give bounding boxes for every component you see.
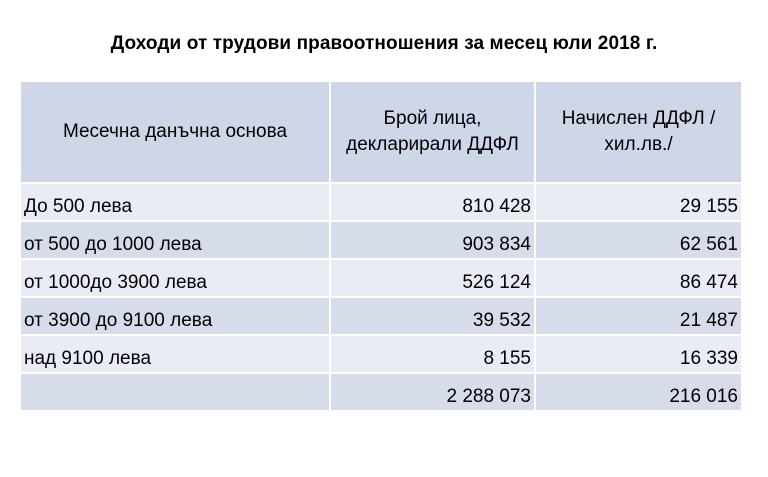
table-row: над 9100 лева 8 155 16 339 [19, 334, 743, 374]
table-total-row: 2 288 073 216 016 [19, 372, 743, 412]
cell-persons-count: 8 155 [329, 334, 536, 374]
cell-tax-accrued: 86 474 [534, 258, 743, 298]
cell-persons-count: 39 532 [329, 296, 536, 336]
cell-tax-base: над 9100 лева [19, 334, 331, 374]
cell-tax-accrued: 62 561 [534, 220, 743, 260]
table-row: До 500 лева 810 428 29 155 [19, 182, 743, 222]
cell-tax-base: До 500 лева [19, 182, 331, 222]
table-row: от 3900 до 9100 лева 39 532 21 487 [19, 296, 743, 336]
cell-persons-count: 526 124 [329, 258, 536, 298]
cell-tax-accrued: 21 487 [534, 296, 743, 336]
income-table: Месечна данъчна основа Брой лица, деклар… [19, 80, 743, 412]
cell-total-tax: 216 016 [534, 372, 743, 412]
cell-tax-accrued: 29 155 [534, 182, 743, 222]
cell-tax-base: от 500 до 1000 лева [19, 220, 331, 260]
header-tax-accrued: Начислен ДДФЛ /хил.лв./ [534, 80, 743, 184]
cell-total-label [19, 372, 331, 412]
cell-tax-base: от 3900 до 9100 лева [19, 296, 331, 336]
page-title: Доходи от трудови правоотношения за месе… [110, 33, 658, 54]
table-header-row: Месечна данъчна основа Брой лица, деклар… [19, 80, 743, 184]
cell-tax-base: от 1000до 3900 лева [19, 258, 331, 298]
cell-persons-count: 903 834 [329, 220, 536, 260]
cell-total-persons: 2 288 073 [329, 372, 536, 412]
header-persons-count: Брой лица, декларирали ДДФЛ [329, 80, 536, 184]
cell-persons-count: 810 428 [329, 182, 536, 222]
table-row: от 1000до 3900 лева 526 124 86 474 [19, 258, 743, 298]
cell-tax-accrued: 16 339 [534, 334, 743, 374]
table-row: от 500 до 1000 лева 903 834 62 561 [19, 220, 743, 260]
header-tax-base: Месечна данъчна основа [19, 80, 331, 184]
